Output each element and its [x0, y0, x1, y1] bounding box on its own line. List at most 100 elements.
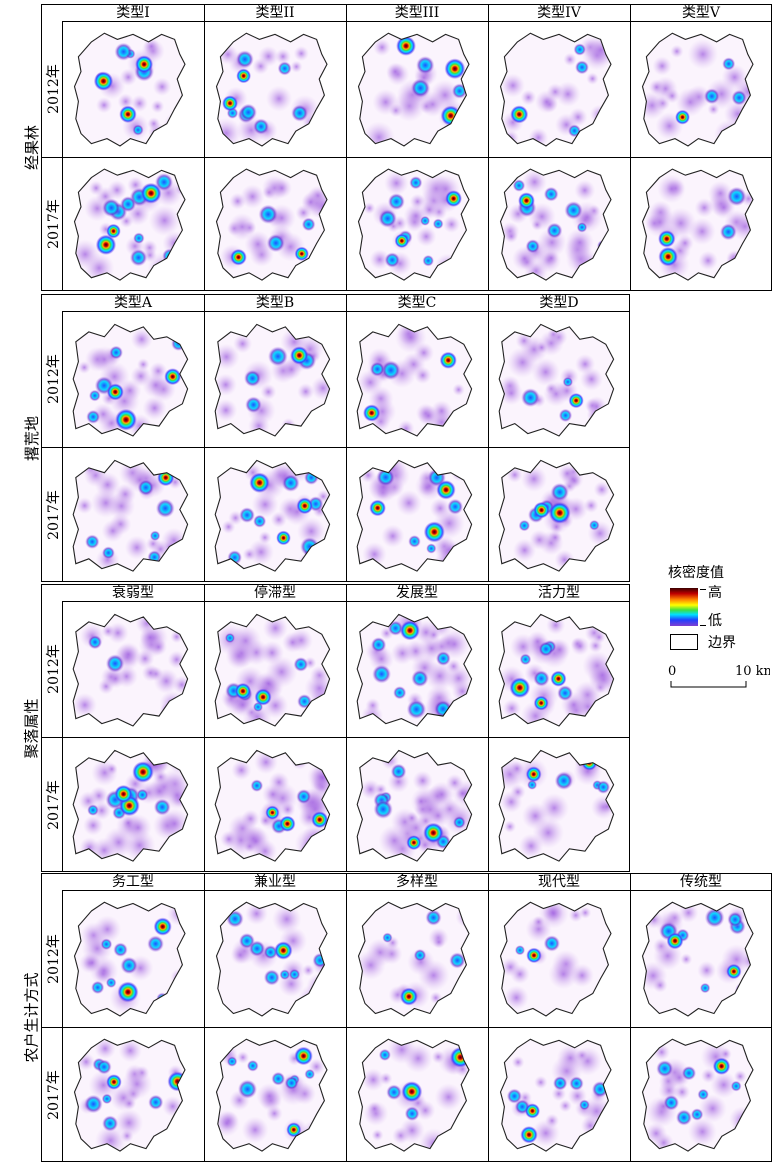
year-label: 2012年	[46, 933, 63, 984]
year-label: 2017年	[46, 199, 63, 249]
column-title: 兼业型	[254, 874, 296, 890]
legend-title: 核密度值	[668, 565, 724, 581]
density-map-panel	[346, 311, 488, 447]
column-divider	[204, 873, 205, 1162]
density-map-panel	[62, 737, 204, 872]
year-label: 2017年	[46, 1069, 63, 1120]
density-map-panel	[488, 21, 630, 157]
legend-high-label: 高	[708, 585, 722, 601]
density-map-panel	[346, 447, 488, 582]
group-frame	[41, 584, 630, 872]
density-map-panel	[62, 311, 204, 447]
column-divider	[346, 294, 347, 582]
year-column-divider	[62, 21, 63, 291]
year-label: 2017年	[46, 779, 63, 830]
column-divider	[346, 873, 347, 1162]
title-divider	[62, 21, 772, 22]
density-map-panel	[62, 157, 204, 291]
density-map-panel	[204, 21, 346, 157]
column-title: 类型B	[255, 295, 295, 311]
column-title: 传统型	[680, 874, 722, 890]
column-title: 停滞型	[254, 585, 296, 601]
column-title: 类型A	[113, 295, 153, 311]
column-title: 类型C	[397, 295, 437, 311]
column-title: 多样型	[396, 874, 438, 890]
density-map-panel	[488, 601, 630, 737]
density-map-panel	[488, 1027, 630, 1162]
column-title: 类型I	[116, 5, 150, 21]
row-divider	[41, 447, 630, 448]
density-map-panel	[204, 737, 346, 872]
column-title: 类型D	[539, 295, 579, 311]
scale-end-label: 10 km	[735, 664, 770, 679]
row-divider	[41, 157, 772, 158]
title-divider	[62, 890, 772, 891]
scale-bar: 0 10 km	[668, 663, 776, 693]
column-title: 类型V	[681, 5, 721, 21]
column-divider	[488, 873, 489, 1162]
group-frame	[41, 4, 772, 291]
density-map-panel	[630, 157, 772, 291]
column-title: 类型II	[255, 5, 295, 21]
column-title: 衰弱型	[112, 585, 154, 601]
column-title: 类型IV	[537, 5, 581, 21]
legend-boundary-label: 边界	[708, 635, 736, 651]
column-divider	[488, 584, 489, 872]
density-map-panel	[488, 311, 630, 447]
legend-low-label: 低	[708, 613, 722, 629]
density-map-panel	[204, 311, 346, 447]
density-map-panel	[204, 601, 346, 737]
year-label: 2012年	[46, 354, 63, 404]
density-map-panel	[488, 157, 630, 291]
density-map-panel	[346, 890, 488, 1027]
row-divider	[41, 737, 630, 738]
density-map-panel	[346, 1027, 488, 1162]
density-map-panel	[346, 737, 488, 872]
column-title: 类型III	[394, 5, 440, 21]
column-divider	[346, 584, 347, 872]
column-title: 务工型	[112, 874, 154, 890]
density-map-panel	[488, 737, 630, 872]
column-title: 活力型	[538, 585, 580, 601]
group-label: 聚落属性	[22, 697, 41, 759]
legend-tick-low	[700, 625, 706, 626]
legend-boundary-swatch	[670, 634, 698, 650]
column-title: 发展型	[396, 585, 438, 601]
year-label: 2017年	[46, 489, 63, 540]
density-map-panel	[62, 1027, 204, 1162]
density-map-panel	[630, 890, 772, 1027]
column-divider	[630, 4, 631, 291]
group-frame	[41, 873, 772, 1162]
density-map-panel	[488, 447, 630, 582]
density-map-panel	[346, 601, 488, 737]
title-divider	[62, 601, 630, 602]
column-divider	[346, 4, 347, 291]
year-column-divider	[62, 311, 63, 582]
density-map-panel	[62, 601, 204, 737]
column-divider	[204, 294, 205, 582]
year-label: 2012年	[46, 644, 63, 694]
column-divider	[488, 294, 489, 582]
density-map-panel	[204, 1027, 346, 1162]
density-map-panel	[630, 1027, 772, 1162]
scale-start-label: 0	[668, 664, 676, 679]
column-divider	[204, 584, 205, 872]
density-map-panel	[204, 157, 346, 291]
title-divider	[62, 311, 630, 312]
group-label: 撂荒地	[22, 415, 41, 461]
column-divider	[488, 4, 489, 291]
column-divider	[630, 873, 631, 1162]
density-map-panel	[62, 890, 204, 1027]
column-divider	[204, 4, 205, 291]
density-map-panel	[204, 447, 346, 582]
density-map-panel	[630, 21, 772, 157]
group-label: 经果林	[22, 124, 41, 171]
row-divider	[41, 1027, 772, 1028]
density-map-panel	[62, 21, 204, 157]
density-map-panel	[346, 157, 488, 291]
year-column-divider	[62, 601, 63, 872]
legend-color-ramp	[670, 588, 698, 626]
column-title: 现代型	[538, 874, 580, 890]
density-map-panel	[346, 21, 488, 157]
